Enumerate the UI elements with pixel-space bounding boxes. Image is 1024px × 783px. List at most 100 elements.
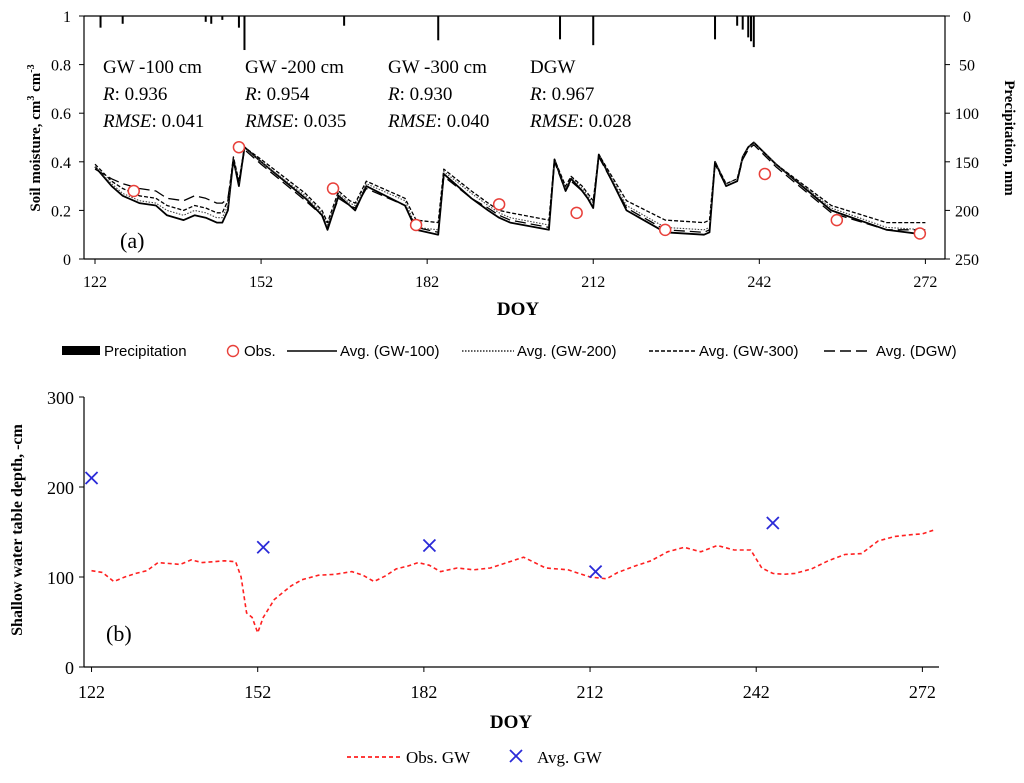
water-table-series [84,471,934,636]
panel-a-x-axis-label: DOY [497,299,540,320]
precipitation-bar [343,16,346,26]
x-tick-label: 242 [743,682,770,702]
observation-point [409,218,423,232]
y-tick-label: 0.2 [51,203,71,220]
legend-swatch-avg-gw [509,749,523,763]
panel-b-label: (b) [106,621,132,646]
annotation-r: R: 0.954 [244,84,310,105]
legend-label: Precipitation [104,343,187,360]
annotation-gw-200: GW -200 cm R: 0.954 RMSE: 0.035 [244,57,346,132]
observation-point [570,206,583,220]
legend-item-gw100: Avg. (GW-100) [287,343,439,360]
annotation-gw-300: GW -300 cm R: 0.930 RMSE: 0.040 [387,57,489,132]
annotation-title: GW -300 cm [388,57,487,78]
y2-tick-label: 100 [955,106,979,123]
x-tick-label: 272 [909,682,936,702]
avg-gw-marker [84,471,99,485]
soil-moisture-series [94,141,926,236]
avg-gw-marker [766,516,780,530]
precipitation-bar [99,16,102,28]
avg-gw-marker [588,564,603,579]
legend-label: Avg. GW [537,748,603,767]
x-tick-label: 152 [249,274,273,291]
precipitation-bar [714,16,717,40]
precipitation-bar [437,16,440,41]
observation-point [658,223,672,237]
observation-point [326,182,340,195]
annotation-rmse: RMSE: 0.040 [387,111,489,132]
panel-b-x-axis-label: DOY [490,712,533,733]
precipitation-bar [204,16,207,22]
precipitation-bar [750,16,753,42]
y-tick-label: 0 [65,658,74,678]
precipitation-bar [121,16,124,24]
annotation-r: R: 0.930 [387,84,452,105]
y-tick-label: 0.8 [51,58,71,75]
legend-swatch-precipitation [62,346,100,355]
x-tick-label: 122 [83,274,107,291]
annotation-title: GW -100 cm [103,57,202,78]
series-line-gw200 [94,141,926,231]
legend-label: Obs. [244,343,276,360]
annotation-title: DGW [530,57,575,78]
panel-a-axes: 0 0.2 0.4 0.6 0.8 1 0 50 100 150 200 250 122 152 182 21… [51,9,979,291]
x-tick-label: 122 [78,682,105,702]
y-tick-label: 300 [47,388,74,408]
legend-label: Avg. (DGW) [876,343,957,360]
annotation-r: R: 0.967 [529,84,594,105]
panel-a-label: (a) [120,228,144,253]
legend-item-obs: Obs. [226,343,276,360]
precipitation-bar [752,16,755,48]
annotation-title: GW -200 cm [245,57,344,78]
precipitation-bar [747,16,750,38]
precipitation-bars [99,16,755,51]
y-tick-label: 200 [47,478,74,498]
legend-item-dgw: Avg. (DGW) [824,343,957,360]
x-tick-label: 212 [581,274,605,291]
x-tick-label: 242 [747,274,771,291]
annotation-rmse: RMSE: 0.041 [102,111,204,132]
x-tick-label: 182 [415,274,439,291]
annotation-rmse: RMSE: 0.035 [244,111,346,132]
panel-b-water-table-chart: 0 100 200 300 122 152 182 212 242 272 (b) DOY Sha… [9,388,939,733]
y-tick-label: 0 [63,252,71,269]
precipitation-bar [592,16,595,46]
panel-a-secondary-y-axis-label: Precipitation, mm [1001,80,1017,196]
series-line-gw300 [94,141,926,224]
x-tick-label: 182 [410,682,437,702]
y2-tick-label: 250 [955,252,979,269]
y2-tick-label: 50 [959,58,975,75]
panel-b-legend: Obs. GW Avg. GW [347,748,603,767]
y2-tick-label: 150 [955,155,979,172]
y2-tick-label: 200 [955,203,979,220]
legend-item-precipitation: Precipitation [62,343,187,360]
panel-a-y-axis-label: Soil moisture, cm3 cm-3 [26,64,44,211]
legend-item-gw300: Avg. (GW-300) [649,343,798,360]
annotation-rmse: RMSE: 0.028 [529,111,631,132]
soil-moisture-observations [127,140,927,240]
series-line-gw100 [94,141,926,236]
avg-gw-marker [422,538,437,553]
y-tick-label: 0.4 [51,155,71,172]
precipitation-bar [221,16,224,20]
legend-label: Obs. GW [406,748,471,767]
observation-point [913,227,927,240]
y-tick-label: 100 [47,568,74,588]
legend-item-gw200: Avg. (GW-200) [462,343,616,360]
panel-b-y-axis-label: Shallow water table depth, -cm [9,423,26,635]
precipitation-bar [741,16,744,30]
legend-label: Avg. (GW-200) [517,343,616,360]
precipitation-bar [559,16,562,40]
panel-a-legend: Precipitation Obs. Avg. (GW-100) Avg. (G… [62,343,957,360]
avg-gw-marker [256,540,270,554]
observation-point [492,198,506,211]
legend-label: Avg. (GW-100) [340,343,439,360]
y-tick-label: 1 [63,9,71,26]
legend-item-obs-gw: Obs. GW [347,748,471,767]
x-tick-label: 212 [577,682,604,702]
observation-point [830,213,844,227]
observation-point [758,167,772,181]
x-tick-label: 272 [913,274,937,291]
annotation-gw-100: GW -100 cm R: 0.936 RMSE: 0.041 [102,57,204,132]
